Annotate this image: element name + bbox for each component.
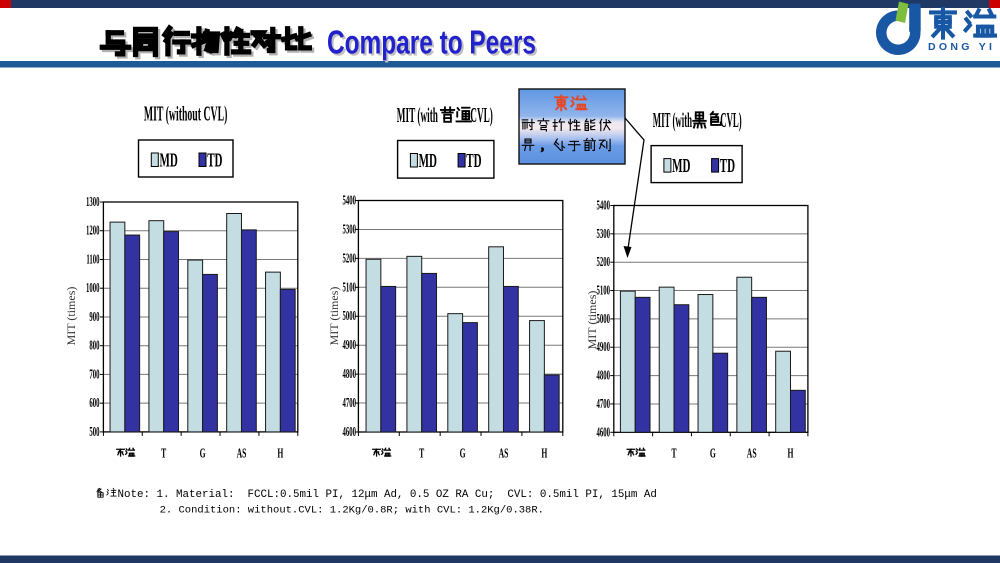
svg-text:5400: 5400 [597, 198, 610, 213]
svg-text:1100: 1100 [86, 252, 99, 267]
svg-text:MIT (without CVL): MIT (without CVL) [144, 101, 228, 125]
svg-text:H: H [277, 446, 283, 461]
svg-text:4900: 4900 [597, 340, 610, 355]
svg-text:900: 900 [89, 310, 99, 325]
svg-text:4600: 4600 [597, 425, 610, 440]
svg-text:AS: AS [747, 446, 757, 461]
svg-text:MIT (times): MIT (times) [327, 287, 341, 346]
svg-text:AS: AS [237, 446, 247, 461]
svg-text:1300: 1300 [86, 195, 99, 210]
svg-text:MIT (with: MIT (with [653, 110, 692, 132]
svg-text:5100: 5100 [343, 280, 356, 295]
svg-text:TD: TD [207, 150, 222, 171]
svg-text:CVL): CVL) [720, 110, 742, 132]
svg-text:5200: 5200 [597, 255, 610, 270]
svg-text:5300: 5300 [597, 226, 610, 241]
svg-text:MD: MD [419, 151, 437, 172]
svg-text:DONG YI: DONG YI [928, 41, 995, 53]
svg-text:MIT (times): MIT (times) [585, 291, 599, 350]
svg-text:TD: TD [720, 156, 735, 177]
svg-text:4900: 4900 [343, 338, 356, 353]
svg-text:Note: 1. Material: FCCL:0.5mi: Note: 1. Material: FCCL:0.5mil PI, 12μm … [118, 489, 657, 501]
svg-text:CVL): CVL) [470, 104, 493, 127]
svg-text:4800: 4800 [343, 367, 356, 382]
svg-text:Compare to Peers: Compare to Peers [327, 25, 536, 61]
svg-text:MD: MD [160, 150, 178, 171]
svg-text:Compare to Peers: Compare to Peers [329, 27, 538, 63]
svg-text:T: T [671, 446, 677, 461]
svg-text:2. Condition: without.CVL: 1.2: 2. Condition: without.CVL: 1.2Kg/0.8R; w… [160, 505, 544, 517]
svg-text:500: 500 [89, 425, 99, 440]
svg-text:G: G [710, 446, 716, 461]
svg-text:MD: MD [672, 156, 690, 177]
svg-text:TD: TD [466, 151, 481, 172]
svg-text:MIT (times): MIT (times) [64, 287, 78, 346]
svg-text:5000: 5000 [343, 309, 356, 324]
svg-text:5100: 5100 [597, 283, 610, 298]
svg-text:600: 600 [89, 396, 99, 411]
svg-text:T: T [161, 446, 167, 461]
svg-text:4800: 4800 [597, 368, 610, 383]
svg-text:4700: 4700 [597, 397, 610, 412]
svg-text:1000: 1000 [86, 281, 99, 296]
svg-text:5400: 5400 [343, 193, 356, 208]
svg-text:5200: 5200 [343, 251, 356, 266]
svg-text:AS: AS [499, 446, 509, 461]
svg-text:G: G [460, 446, 466, 461]
svg-text:MIT (with: MIT (with [397, 104, 438, 127]
svg-text:G: G [200, 446, 206, 461]
svg-text:5000: 5000 [597, 312, 610, 327]
svg-text:700: 700 [89, 367, 99, 382]
svg-text:5300: 5300 [343, 222, 356, 237]
svg-text:T: T [419, 446, 425, 461]
svg-text:800: 800 [89, 338, 99, 353]
svg-text:H: H [541, 446, 547, 461]
svg-text:H: H [788, 446, 794, 461]
svg-text:4600: 4600 [343, 425, 356, 440]
svg-text:4700: 4700 [343, 396, 356, 411]
svg-text:1200: 1200 [86, 223, 99, 238]
